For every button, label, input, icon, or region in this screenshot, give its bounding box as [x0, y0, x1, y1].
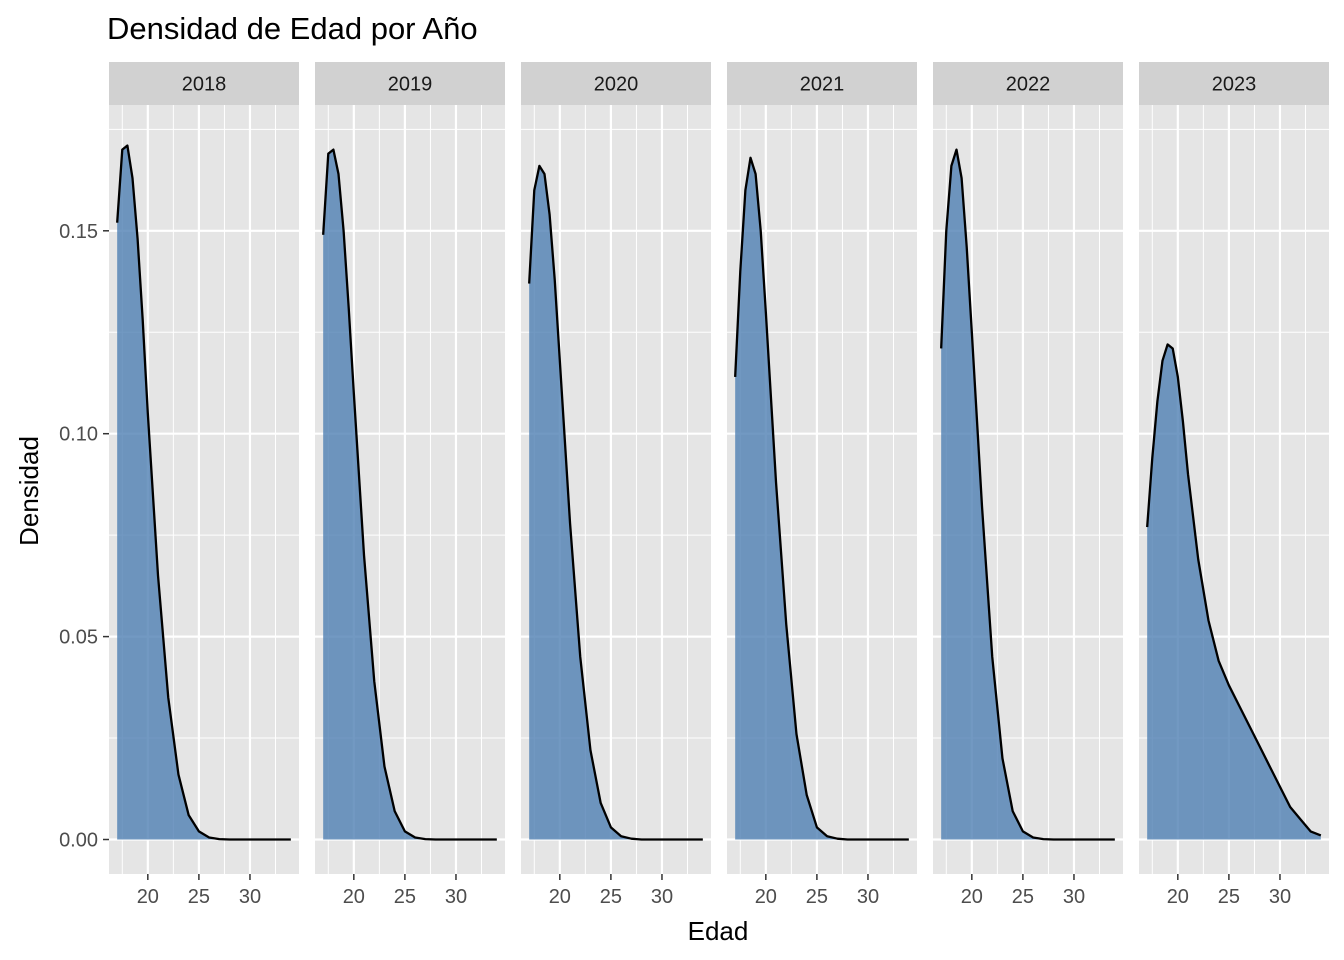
x-tick-label: 20 — [343, 886, 365, 908]
x-tick-label: 30 — [1063, 886, 1085, 908]
facet-strip — [933, 62, 1123, 105]
density-line-2023 — [1146, 343, 1322, 837]
facet-panel-2019: 2019 20 25 30 — [315, 62, 505, 908]
x-tick-label: 30 — [857, 886, 879, 908]
facet-strip — [1139, 62, 1329, 105]
facet-strip-label: 2019 — [388, 74, 433, 96]
x-tick-label: 30 — [445, 886, 467, 908]
facet-strip — [109, 62, 299, 105]
density-line-2018 — [116, 144, 291, 841]
density-line-2021 — [734, 156, 909, 841]
facet-strip — [727, 62, 917, 105]
y-tick-label: 0.15 — [59, 221, 98, 243]
facet-panel-2021: 2021 20 25 30 — [727, 62, 917, 908]
x-tick-label: 30 — [1269, 886, 1291, 908]
density-area-2023 — [1147, 344, 1321, 840]
facet-strip-label: 2018 — [182, 74, 227, 96]
x-tick-label: 20 — [1167, 886, 1189, 908]
facet-panel-2018: 2018 20 25 30 — [109, 62, 299, 908]
facet-panel-2022: 2022 20 25 30 — [933, 62, 1123, 908]
facet-strip-label: 2020 — [594, 74, 639, 96]
x-tick-label: 30 — [651, 886, 673, 908]
density-line-2019 — [322, 148, 497, 841]
y-tick-label: 0.00 — [59, 830, 98, 852]
x-tick-label: 25 — [600, 886, 622, 908]
x-tick-label: 20 — [755, 886, 777, 908]
density-area-2022 — [941, 149, 1115, 840]
x-tick-label: 25 — [188, 886, 210, 908]
x-tick-label: 30 — [239, 886, 261, 908]
y-tick-label: 0.10 — [59, 424, 98, 446]
density-area-2018 — [117, 145, 291, 840]
x-tick-label: 25 — [394, 886, 416, 908]
density-line-2022 — [940, 148, 1115, 841]
facet-strip-label: 2022 — [1006, 74, 1051, 96]
y-axis: 0.00 0.05 0.10 0.15 — [59, 221, 109, 852]
density-area-2020 — [529, 165, 703, 840]
facet-strip-label: 2021 — [800, 74, 845, 96]
y-tick-label: 0.05 — [59, 627, 98, 649]
x-axis-title: Edad — [688, 916, 749, 946]
y-axis-title: Densidad — [14, 436, 44, 546]
x-tick-label: 20 — [961, 886, 983, 908]
x-tick-label: 25 — [1012, 886, 1034, 908]
density-area-2021 — [735, 157, 909, 840]
facet-panel-2023: 2023 20 25 30 — [1139, 62, 1329, 908]
chart-title: Densidad de Edad por Año — [107, 11, 478, 46]
x-tick-label: 25 — [1218, 886, 1240, 908]
x-tick-label: 25 — [806, 886, 828, 908]
density-line-2020 — [528, 164, 703, 841]
facet-strip — [521, 62, 711, 105]
facet-strip-label: 2023 — [1212, 74, 1257, 96]
x-tick-label: 20 — [549, 886, 571, 908]
facet-strip — [315, 62, 505, 105]
density-area-2019 — [323, 149, 497, 840]
x-tick-label: 20 — [137, 886, 159, 908]
